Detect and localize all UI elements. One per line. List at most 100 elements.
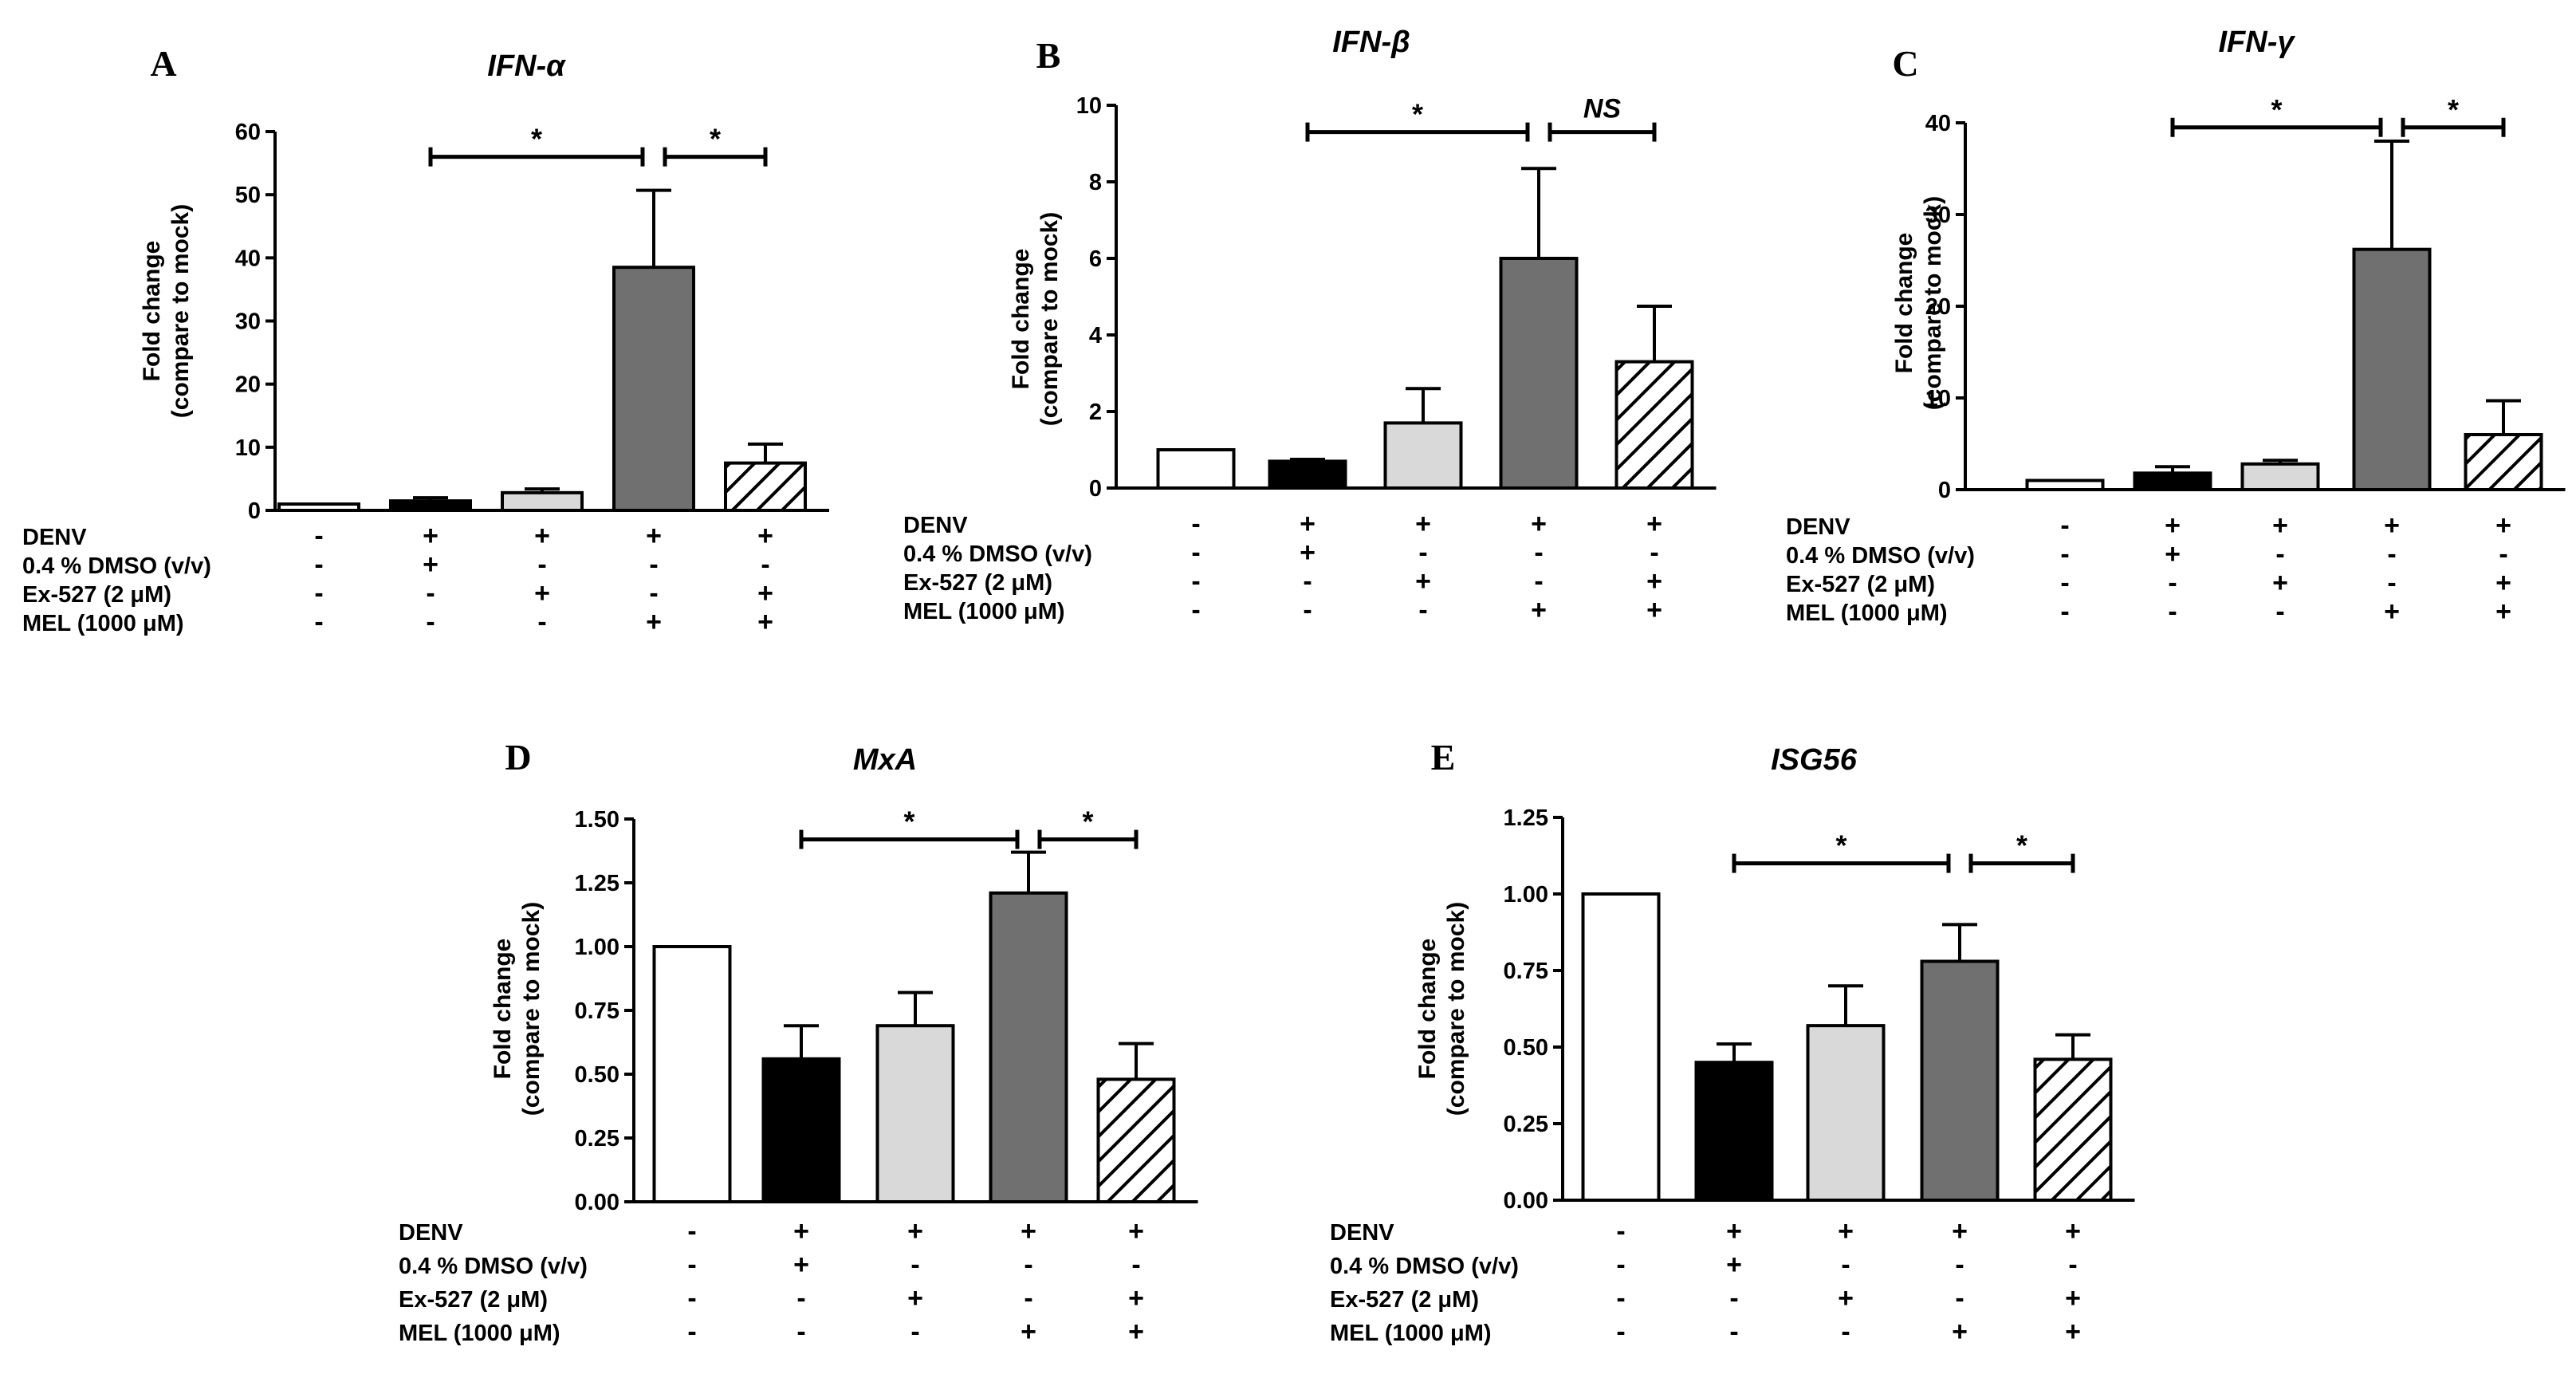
significance-label: NS — [1583, 94, 1622, 124]
condition-sign: + — [1021, 1216, 1036, 1246]
y-tick-label: 10 — [1076, 93, 1102, 119]
condition-sign: + — [646, 607, 662, 637]
bar-5 — [1614, 360, 1694, 490]
condition-sign: + — [2495, 597, 2511, 627]
y-axis-label-line: (compare to mock) — [518, 902, 545, 1116]
condition-sign: - — [537, 549, 546, 580]
y-tick-label: 0.00 — [1504, 1188, 1548, 1214]
condition-sign: + — [1726, 1250, 1742, 1280]
condition-sign: + — [1415, 566, 1431, 597]
condition-sign: - — [649, 549, 658, 580]
chart-panel-a: A IFN-α Fold change (compare to mock) 0 10 20 3… — [22, 43, 829, 637]
condition-sign: - — [2168, 568, 2177, 598]
condition-row-label: MEL (1000 μM) — [1786, 600, 1948, 626]
condition-row-label: Ex-527 (2 μM) — [1330, 1287, 1479, 1313]
condition-sign: - — [761, 549, 769, 580]
bar-3 — [501, 490, 584, 512]
condition-sign: - — [796, 1283, 805, 1313]
condition-sign: - — [1303, 566, 1312, 597]
significance-label: * — [2016, 829, 2027, 862]
bar-5 — [2464, 433, 2543, 491]
condition-row-label: DENV — [1786, 514, 1850, 540]
condition-sign: + — [534, 578, 550, 608]
condition-sign: + — [2065, 1317, 2081, 1347]
condition-sign: + — [907, 1216, 923, 1246]
y-tick-label: 1.50 — [575, 807, 619, 833]
condition-sign: - — [2387, 568, 2396, 598]
condition-sign: - — [1191, 537, 1200, 568]
significance-label: * — [1835, 829, 1846, 862]
condition-sign: - — [314, 578, 323, 608]
bar-2 — [1694, 1061, 1774, 1202]
condition-row-label: MEL (1000 μM) — [399, 1321, 560, 1346]
condition-row-label: DENV — [1330, 1220, 1394, 1246]
condition-row-label: 0.4 % DMSO (v/v) — [399, 1254, 588, 1279]
condition-sign: + — [2272, 568, 2288, 598]
condition-sign: - — [796, 1317, 805, 1347]
panel-letter: C — [1892, 43, 1918, 84]
y-axis-label: Fold change (compare to mock) — [490, 902, 545, 1116]
bar-1 — [1581, 892, 1661, 1202]
condition-sign: + — [2065, 1216, 2081, 1246]
chart-title: MxA — [853, 743, 917, 777]
significance-label: * — [2448, 93, 2459, 126]
bar-4 — [989, 891, 1068, 1204]
bar-5 — [2033, 1057, 2113, 1202]
y-tick-label: 8 — [1089, 170, 1102, 195]
condition-row-label: Ex-527 (2 μM) — [399, 1287, 548, 1313]
significance-label: * — [1412, 98, 1423, 131]
condition-sign: - — [1191, 566, 1200, 597]
significance-label: * — [531, 123, 542, 156]
condition-sign: + — [1128, 1283, 1144, 1313]
bar-3 — [1383, 421, 1463, 490]
significance-label: * — [1082, 805, 1093, 838]
condition-sign: + — [907, 1283, 923, 1313]
condition-sign: - — [1955, 1250, 1964, 1280]
y-axis-label-line: Fold change — [1414, 939, 1441, 1080]
condition-sign: + — [534, 521, 550, 551]
y-axis-label-line: Fold change — [490, 939, 516, 1080]
condition-sign: + — [1021, 1317, 1036, 1347]
condition-sign: + — [793, 1216, 809, 1246]
condition-sign: + — [1300, 509, 1316, 539]
bar-1 — [277, 502, 360, 512]
condition-sign: - — [537, 607, 546, 637]
chart-title: IFN-β — [1332, 26, 1410, 59]
y-tick-label: 1.25 — [1504, 805, 1548, 831]
y-tick-label: 40 — [235, 246, 261, 271]
y-tick-label: 20 — [235, 372, 261, 398]
y-tick-label: 1.25 — [575, 871, 619, 896]
bar-3 — [2240, 462, 2320, 491]
condition-sign: - — [2499, 539, 2507, 569]
condition-sign: + — [1838, 1216, 1854, 1246]
y-axis-label-line: (compare to mock) — [1920, 196, 1946, 410]
condition-sign: - — [649, 578, 658, 608]
y-tick-label: 0 — [248, 498, 261, 524]
y-tick-label: 0.75 — [575, 998, 619, 1024]
panel-letter: D — [505, 737, 531, 778]
condition-sign: + — [757, 607, 773, 637]
bar-5 — [1096, 1077, 1176, 1204]
y-tick-label: 20 — [1925, 294, 1951, 320]
condition-sign: - — [1131, 1250, 1140, 1280]
condition-sign: + — [2495, 568, 2511, 598]
condition-sign: + — [1415, 509, 1431, 539]
condition-sign: - — [1418, 595, 1427, 625]
condition-sign: + — [757, 578, 773, 608]
condition-sign: - — [426, 578, 435, 608]
y-tick-label: 30 — [1925, 203, 1951, 228]
y-axis-label: Fold change (compare to mock) — [1008, 212, 1063, 426]
y-tick-label: 1.00 — [575, 935, 619, 960]
condition-sign: - — [314, 521, 323, 551]
y-tick-label: 0.50 — [1504, 1035, 1548, 1061]
condition-sign: - — [910, 1250, 919, 1280]
condition-row-label: DENV — [22, 525, 87, 550]
bar-4 — [1920, 959, 2000, 1202]
y-axis-label-line: (compare to mock) — [1443, 902, 1469, 1116]
condition-sign: + — [1646, 566, 1662, 597]
condition-sign: - — [1841, 1317, 1850, 1347]
panel-letter: E — [1431, 737, 1456, 778]
condition-sign: + — [1531, 595, 1547, 625]
condition-sign: - — [1303, 595, 1312, 625]
